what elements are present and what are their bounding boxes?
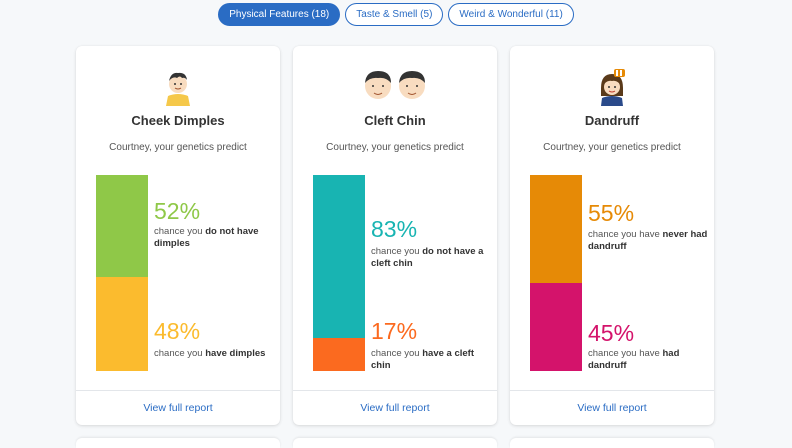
view-full-report-link[interactable]: View full report	[360, 402, 430, 414]
top-description: chance you do not have a cleft chin	[371, 246, 484, 269]
bar-segment-top	[530, 175, 582, 283]
card-title: Cheek Dimples	[131, 113, 225, 128]
tab-taste-smell[interactable]: Taste & Smell (5)	[345, 3, 444, 26]
bar-segment-bottom	[313, 337, 365, 371]
card-subtitle: Courtney, your genetics predict	[326, 142, 464, 153]
probability-bar	[530, 175, 582, 371]
card-title: Dandruff	[584, 113, 640, 128]
bottom-percent: 17%	[371, 318, 418, 344]
trait-card-cheek-dimples: Cheek Dimples Courtney, your genetics pr…	[76, 46, 280, 425]
bottom-percent: 45%	[588, 320, 635, 346]
card-subtitle: Courtney, your genetics predict	[109, 142, 247, 153]
divider	[510, 390, 714, 391]
top-percent: 52%	[154, 198, 201, 224]
category-tabs: Physical Features (18) Taste & Smell (5)…	[0, 3, 792, 26]
bottom-description: chance you have a cleft chin	[371, 348, 474, 371]
card-subtitle: Courtney, your genetics predict	[543, 142, 681, 153]
tab-physical-features[interactable]: Physical Features (18)	[218, 3, 341, 26]
woman-face-icon	[510, 66, 714, 106]
bar-segment-bottom	[96, 276, 148, 371]
bottom-description: chance you have had dandruff	[588, 348, 680, 371]
top-percent: 55%	[588, 200, 635, 226]
bar-segment-bottom	[530, 282, 582, 371]
divider	[293, 390, 497, 391]
trait-card-cleft-chin: Cleft Chin Courtney, your genetics predi…	[293, 46, 497, 425]
bottom-description: chance you have dimples	[154, 348, 266, 359]
probability-bar	[313, 175, 365, 371]
trait-card-dandruff: Dandruff Courtney, your genetics predict…	[510, 46, 714, 425]
view-full-report-link[interactable]: View full report	[143, 402, 213, 414]
two-faces-icon	[293, 66, 497, 106]
probability-bar	[96, 175, 148, 371]
boy-face-icon	[76, 66, 280, 106]
tab-weird-wonderful[interactable]: Weird & Wonderful (11)	[448, 3, 574, 26]
next-row-card	[293, 438, 497, 448]
top-percent: 83%	[371, 216, 418, 242]
top-description: chance you do not have dimples	[154, 226, 259, 249]
view-full-report-link[interactable]: View full report	[577, 402, 647, 414]
bar-segment-top	[313, 175, 365, 338]
card-title: Cleft Chin	[364, 113, 426, 128]
next-row-card	[76, 438, 280, 448]
divider	[76, 390, 280, 391]
bar-segment-top	[96, 175, 148, 277]
top-description: chance you have never had dandruff	[588, 229, 708, 252]
next-row-card	[510, 438, 714, 448]
bottom-percent: 48%	[154, 318, 201, 344]
